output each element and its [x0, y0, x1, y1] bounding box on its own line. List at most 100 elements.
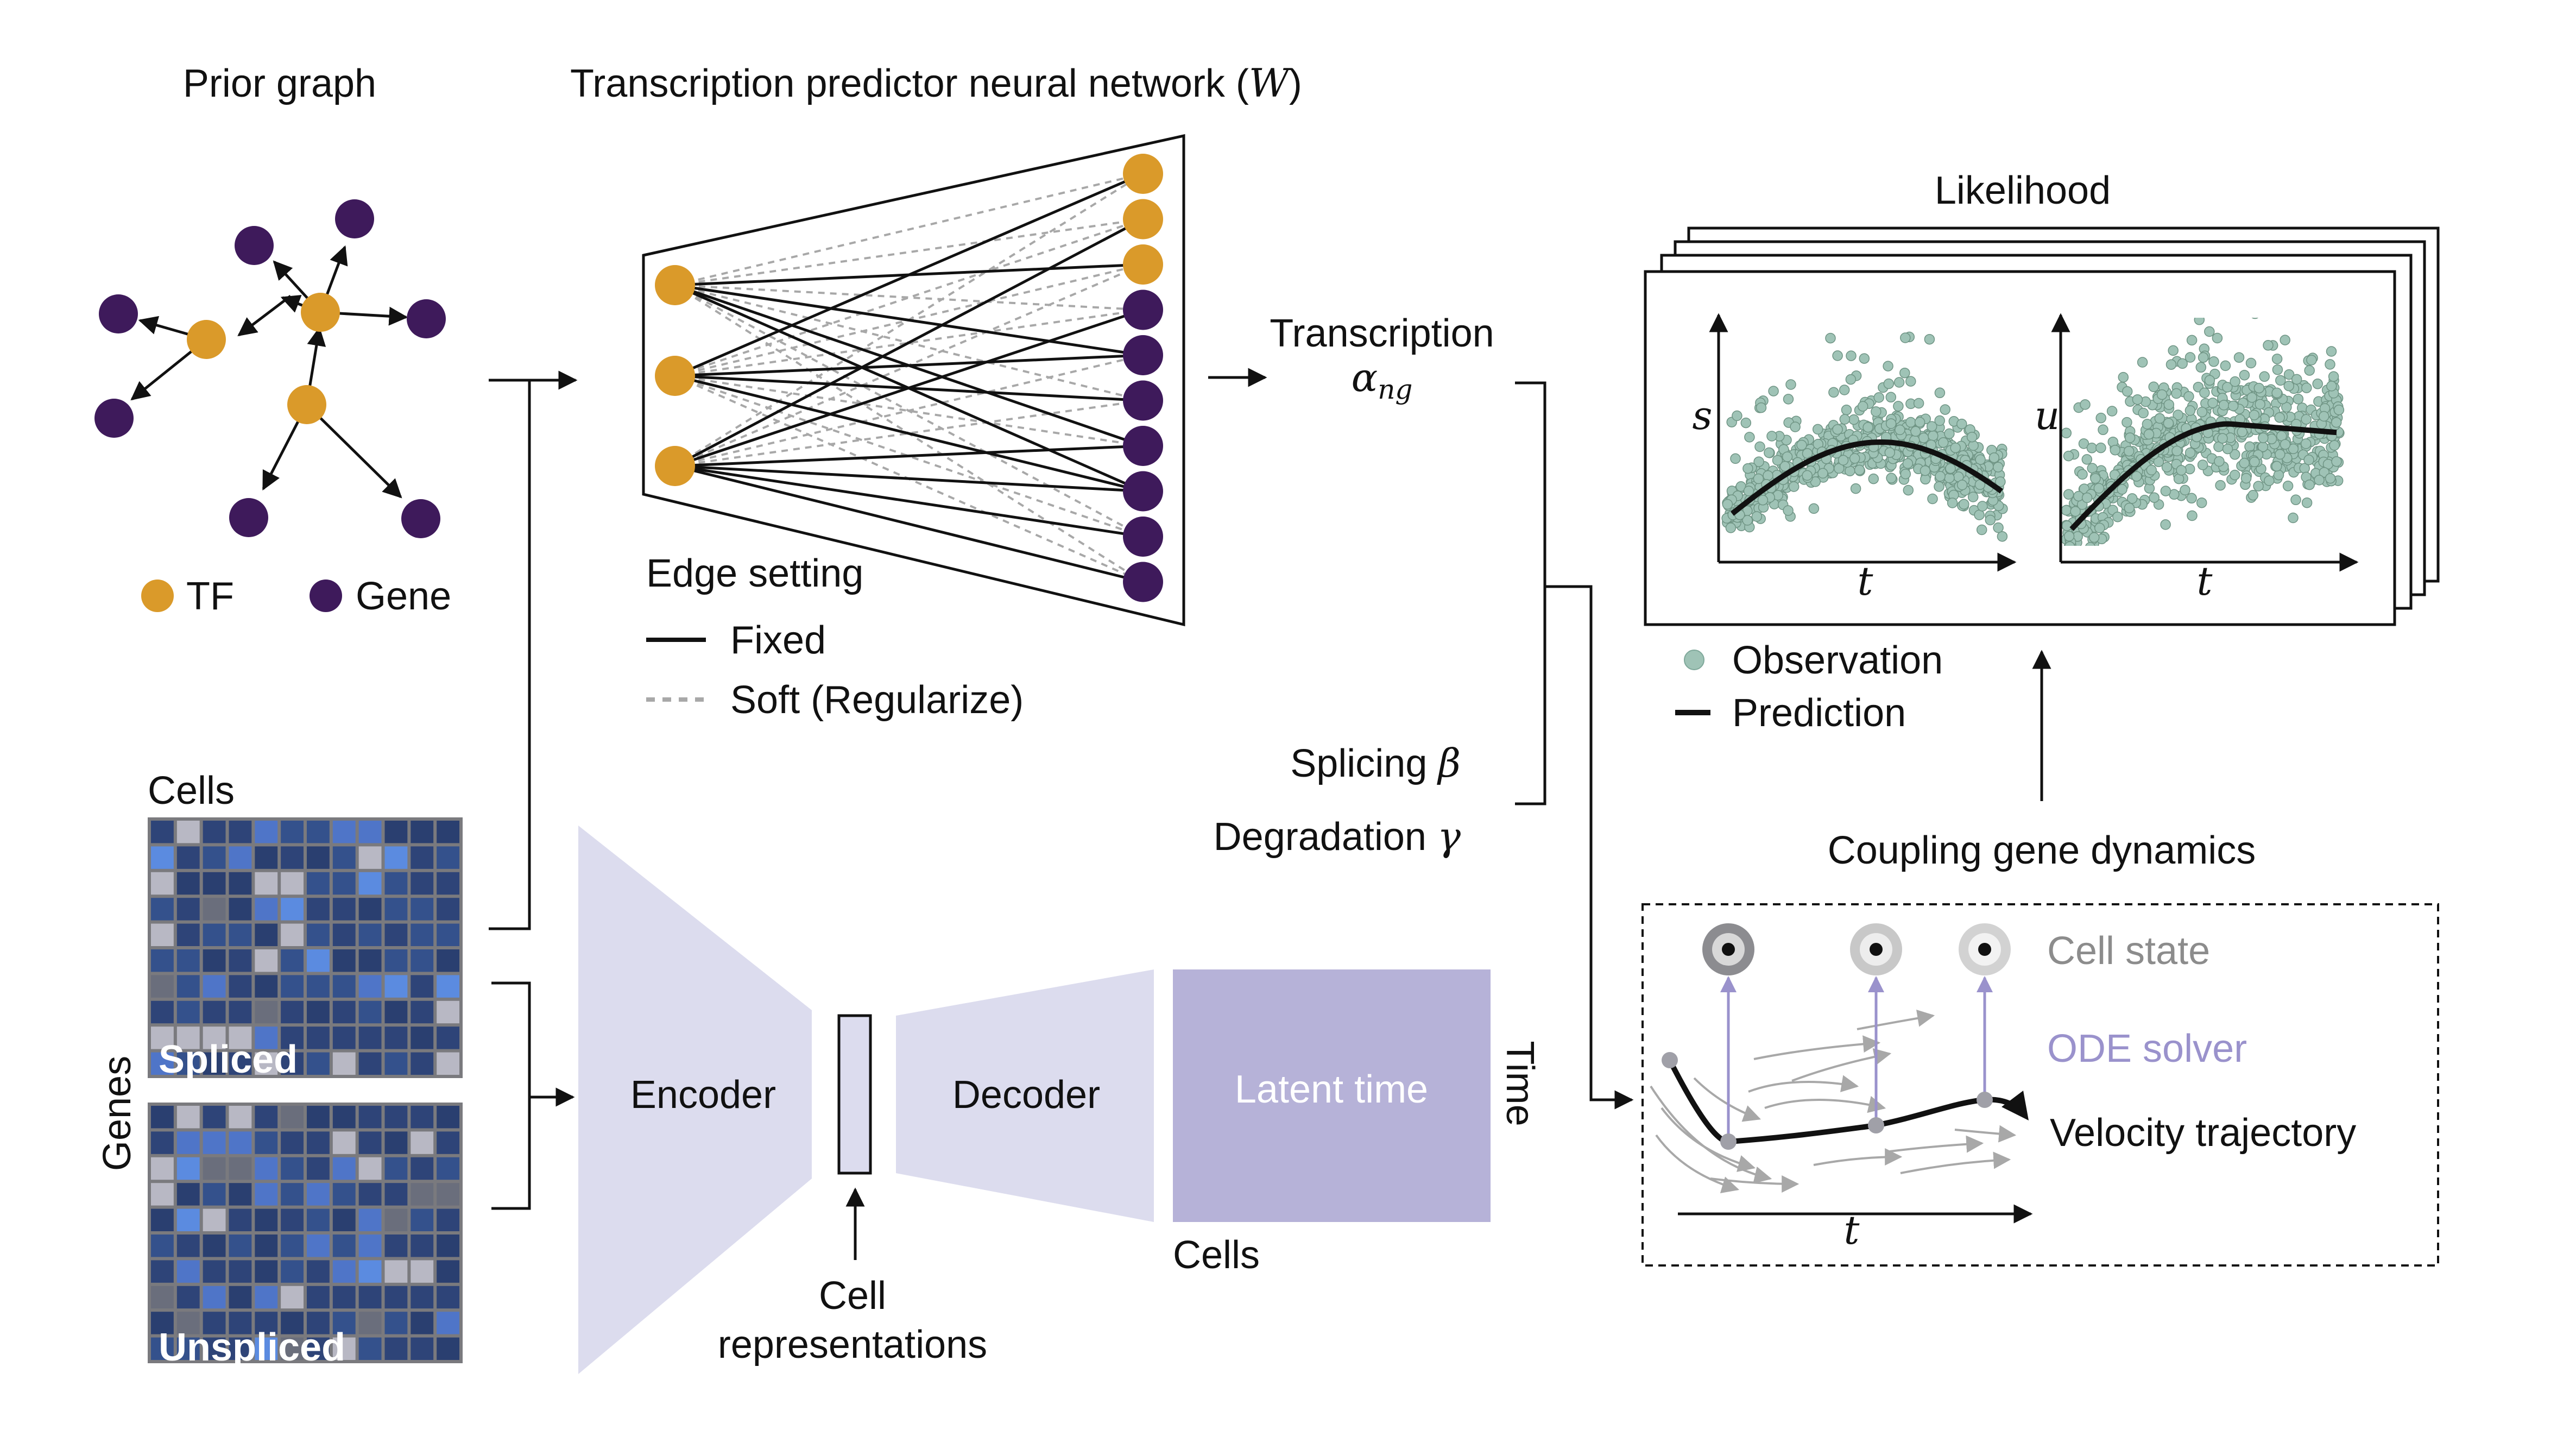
observation-point [2161, 462, 2173, 473]
observation-point [1974, 509, 1985, 520]
observation-point [2183, 391, 2194, 402]
matrix-cell [203, 1026, 226, 1049]
matrix-cell [411, 1235, 434, 1257]
latent-representation-box [837, 1014, 872, 1175]
unspliced-plot: u t [2035, 313, 2359, 604]
observation-point [1926, 421, 1937, 432]
observation-point [2329, 440, 2340, 451]
observation-point [1968, 440, 1979, 451]
matrix-cell [437, 1260, 459, 1283]
observation-point [1845, 374, 1857, 385]
matrix-cell [437, 1131, 459, 1154]
observation-point [2263, 340, 2274, 351]
matrix-cell [229, 1000, 252, 1024]
matrix-cell [203, 1106, 226, 1129]
observation-point [2124, 432, 2136, 443]
flow-arrow [1900, 1151, 2011, 1174]
matrix-cell [307, 1106, 330, 1129]
matrix-cell [255, 1208, 278, 1231]
legend-gene-label: Gene [356, 575, 451, 618]
observation-point [2073, 490, 2084, 502]
matrix-cell [411, 1157, 434, 1180]
matrix-cell [307, 1337, 330, 1360]
observation-point [1928, 430, 1939, 442]
observation-point [2149, 492, 2160, 503]
matrix-cell [229, 1157, 252, 1180]
observation-point [2207, 398, 2218, 408]
spliced-matrix [148, 817, 463, 1078]
output-gene-node [1123, 562, 1163, 602]
matrix-cell [176, 975, 200, 998]
matrix-cell [151, 1235, 174, 1257]
observation-point [1779, 461, 1791, 472]
observation-point [2283, 369, 2295, 380]
matrix-cell [176, 898, 200, 921]
observation-point [1992, 462, 2004, 473]
matrix-cell [176, 1052, 200, 1075]
matrix-cell [332, 975, 356, 998]
output-gene-node [1123, 289, 1163, 330]
matrix-cell [384, 1106, 408, 1129]
observation-point [2244, 441, 2255, 452]
observation-point [1832, 424, 1843, 435]
neural-network: Transcription predictor neural network (… [570, 60, 1302, 722]
matrix-cell [229, 898, 252, 921]
matrix-cell [176, 1106, 200, 1129]
matrix-cell [281, 1052, 304, 1075]
observation-point [2331, 456, 2342, 467]
gene-node [335, 199, 374, 238]
matrix-cell [384, 923, 408, 946]
matrix-cell [437, 1286, 459, 1309]
observation-point [1782, 451, 1793, 462]
latent-time-box [1173, 969, 1491, 1222]
flow-arrow [1693, 1077, 1761, 1122]
matrix-cell [203, 846, 226, 869]
observation-point [1763, 470, 1773, 481]
observation-point [1873, 392, 1884, 403]
matrix-cell [358, 846, 382, 869]
observation-point [1764, 447, 1775, 458]
matrix-cell [332, 1286, 356, 1309]
encoder-label: Encoder [630, 1073, 776, 1117]
observation-point [1940, 404, 1950, 415]
matrix-cell [307, 949, 330, 972]
matrix-cell [203, 949, 226, 972]
observation-point [1975, 454, 1986, 465]
matrix-cell [358, 1286, 382, 1309]
matrix-cell [358, 1106, 382, 1129]
observation-point [1900, 332, 1911, 343]
observation-point [2301, 414, 2312, 425]
observation-point [2212, 332, 2223, 344]
vae: Encoder Cell representations Decoder Lat… [578, 826, 1542, 1374]
output-tf-node [1123, 199, 1163, 240]
flow-arrow [1813, 1148, 1903, 1166]
observation-point [1900, 468, 1911, 480]
matrix-cell [281, 1106, 304, 1129]
matrix-cell [307, 898, 330, 921]
matrix-cell [255, 1235, 278, 1257]
observation-point [2110, 444, 2121, 456]
matrix-cell [411, 1286, 434, 1309]
matrix-cell [255, 1286, 278, 1309]
matrix-cell [229, 1286, 252, 1309]
observation-point [2184, 447, 2196, 458]
ode-arrows [1720, 976, 1993, 1141]
matrix-cell [411, 1106, 434, 1129]
matrix-cell [411, 821, 434, 843]
soft-edge [674, 284, 1144, 311]
spliced-label: Spliced [159, 1038, 298, 1081]
matrix-cell [255, 898, 278, 921]
decoder-shape [896, 969, 1154, 1222]
matrix-cell [203, 1286, 226, 1309]
observation-point [2194, 318, 2205, 325]
matrix-cell [229, 1337, 252, 1360]
matrix-cell [307, 1312, 330, 1334]
matrix-cell [255, 1026, 278, 1049]
flow-arrow [1710, 1175, 1800, 1193]
matrix-cell [229, 1106, 252, 1129]
spliced-prediction-curve [1730, 439, 2003, 516]
observation-point [1883, 378, 1895, 389]
observation-point [2061, 427, 2072, 439]
observation-point [2186, 335, 2198, 346]
observation-point [2196, 406, 2208, 418]
